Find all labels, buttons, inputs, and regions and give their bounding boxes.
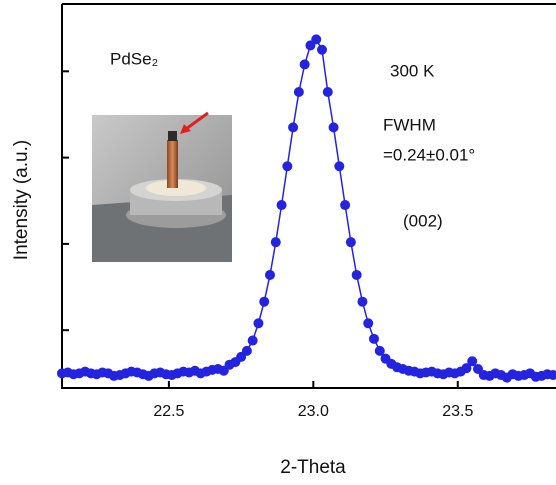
point bbox=[265, 269, 275, 280]
inset-photo bbox=[92, 111, 232, 262]
annotation: =0.24±0.01° bbox=[383, 145, 475, 164]
point bbox=[340, 200, 351, 211]
point bbox=[293, 87, 304, 98]
point bbox=[374, 345, 385, 356]
point bbox=[369, 333, 379, 344]
point bbox=[247, 335, 258, 346]
point bbox=[317, 44, 327, 55]
point bbox=[288, 122, 299, 133]
point bbox=[334, 161, 345, 172]
point bbox=[253, 318, 264, 329]
point bbox=[299, 59, 310, 70]
point bbox=[548, 370, 556, 381]
point bbox=[270, 237, 281, 248]
x-tick-label: 23.5 bbox=[442, 403, 473, 420]
point bbox=[259, 296, 270, 307]
point bbox=[282, 161, 293, 172]
annotation: 300 K bbox=[390, 61, 435, 80]
x-tick-label: 23.0 bbox=[298, 403, 329, 420]
annotation: PdSe₂ bbox=[110, 49, 158, 68]
point bbox=[322, 87, 333, 98]
point bbox=[345, 237, 356, 248]
point bbox=[351, 269, 362, 280]
point bbox=[241, 345, 252, 356]
point bbox=[311, 34, 322, 45]
point bbox=[276, 200, 287, 211]
point bbox=[328, 122, 339, 133]
annotation: FWHM bbox=[383, 115, 436, 134]
point bbox=[467, 356, 478, 367]
point bbox=[363, 318, 374, 329]
x-axis-label: 2-Theta bbox=[280, 457, 346, 478]
annotation: (002) bbox=[403, 211, 443, 230]
y-axis-label: Intensity (a.u.) bbox=[11, 140, 32, 260]
point bbox=[357, 296, 368, 307]
x-tick-label: 22.5 bbox=[153, 403, 184, 420]
point bbox=[461, 363, 472, 374]
